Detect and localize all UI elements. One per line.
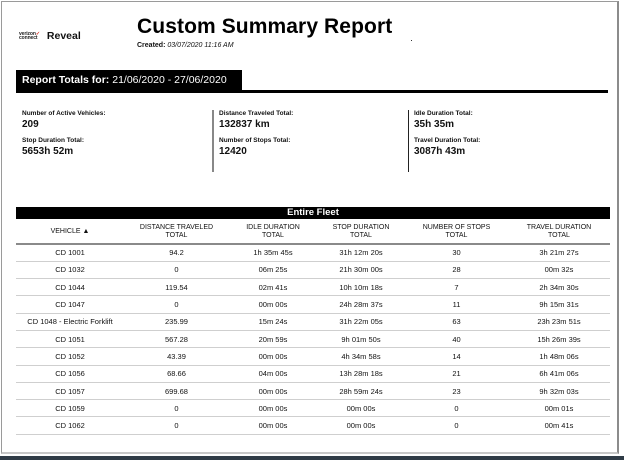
- report-date-range: 21/06/2020 - 27/06/2020: [112, 74, 227, 86]
- column-header-stop-duration[interactable]: STOP DURATION TOTAL: [317, 219, 405, 245]
- stat-stop-duration: Stop Duration Total: 5653h 52m: [22, 137, 84, 157]
- stats-column-3: Idle Duration Total: 35h 35m Travel Dura…: [408, 110, 598, 172]
- table-row: CD 1032 0 06m 25s 21h 30m 00s 28 00m 32s: [16, 261, 610, 280]
- table-row: CD 1059 0 00m 00s 00m 00s 0 00m 01s: [16, 399, 610, 418]
- stat-distance-traveled: Distance Traveled Total: 132837 km: [219, 110, 294, 130]
- table-row: CD 1052 43.39 00m 00s 4h 34m 58s 14 1h 48m 06…: [16, 347, 610, 366]
- verizon-connect-logo-icon: verizon✓ connect: [19, 31, 40, 41]
- column-header-vehicle[interactable]: VEHICLE ▲: [16, 219, 124, 245]
- product-name: Reveal: [46, 30, 81, 42]
- stat-active-vehicles: Number of Active Vehicles: 209: [22, 110, 106, 130]
- column-header-distance[interactable]: DISTANCE TRAVELED TOTAL: [124, 219, 229, 245]
- table-row: CD 1001 94.2 1h 35m 45s 31h 12m 20s 30 3h 21m…: [16, 244, 610, 262]
- table-row: CD 1047 0 00m 00s 24h 28m 37s 11 9h 15m 31s: [16, 295, 610, 314]
- sort-ascending-icon[interactable]: ▲: [82, 228, 90, 235]
- table-row: CD 1048 - Electric Forklift 235.99 15m 24s…: [16, 313, 610, 331]
- column-header-number-of-stops[interactable]: NUMBER OF STOPS TOTAL: [405, 219, 508, 245]
- fleet-table: VEHICLE ▲ DISTANCE TRAVELED TOTAL IDLE DU…: [16, 219, 610, 435]
- table-row: CD 1057 699.68 00m 00s 28h 59m 24s 23 9h 32m …: [16, 382, 610, 401]
- totals-stats: Number of Active Vehicles: 209 Stop Dura…: [22, 110, 602, 172]
- totals-divider: [16, 90, 608, 93]
- table-row: CD 1056 68.66 04m 00s 13h 28m 18s 21 6h 41m 0…: [16, 365, 610, 383]
- stats-column-2: Distance Traveled Total: 132837 km Numbe…: [212, 110, 410, 172]
- table-row: CD 1044 119.54 02m 41s 10h 10m 18s 7 2h 34m 3…: [16, 278, 610, 297]
- stat-travel-duration: Travel Duration Total: 3087h 43m: [414, 137, 481, 157]
- entire-fleet-section: Entire Fleet VEHICLE ▲ DISTANCE TRAVELED…: [16, 207, 610, 435]
- table-row: CD 1062 0 00m 00s 00m 00s 0 00m 41s: [16, 416, 610, 435]
- fleet-title: Entire Fleet: [16, 207, 610, 219]
- column-header-travel-duration[interactable]: TRAVEL DURATION TOTAL: [508, 219, 610, 245]
- verizon-connect-reveal-logo: verizon✓ connect Reveal: [19, 30, 81, 42]
- created-value: 03/07/2020 11:16 AM: [167, 42, 234, 49]
- stat-number-of-stops: Number of Stops Total: 12420: [219, 137, 291, 157]
- window-bottom-edge: [0, 456, 624, 460]
- created-label: Created:: [137, 42, 166, 49]
- report-totals-label: Report Totals for:: [22, 74, 110, 86]
- stray-dot: [411, 40, 412, 41]
- report-title: Custom Summary Report: [137, 15, 393, 38]
- report-totals-header: Report Totals for: 21/06/2020 - 27/06/20…: [16, 70, 242, 92]
- stat-idle-duration: Idle Duration Total: 35h 35m: [414, 110, 473, 130]
- column-header-idle-duration[interactable]: IDLE DURATION TOTAL: [229, 219, 317, 245]
- stats-column-1: Number of Active Vehicles: 209 Stop Dura…: [22, 110, 212, 172]
- table-row: CD 1051 567.28 20m 59s 9h 01m 50s 40 15h 26m …: [16, 330, 610, 349]
- created-timestamp: Created: 03/07/2020 11:16 AM: [137, 42, 234, 49]
- table-header-row: VEHICLE ▲ DISTANCE TRAVELED TOTAL IDLE DU…: [16, 219, 610, 245]
